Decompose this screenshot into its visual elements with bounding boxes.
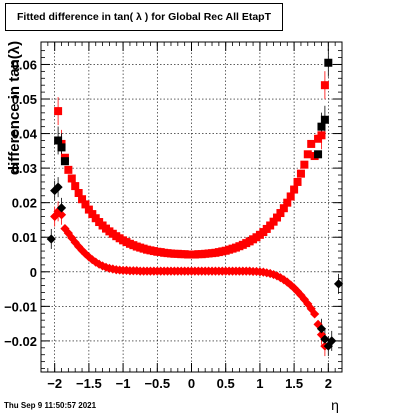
square-point (71, 182, 80, 191)
square-point (320, 115, 329, 124)
square-point (317, 122, 326, 131)
square-point (269, 217, 278, 226)
diamond-point (56, 210, 67, 220)
diamond-point (46, 234, 56, 244)
square-point (296, 169, 305, 178)
diamond-point (327, 336, 337, 346)
square-point (64, 165, 73, 174)
diamond-point (316, 330, 327, 340)
square-point (283, 198, 292, 207)
x-tick-label: 1.5 (285, 376, 303, 391)
axis-ticks (40, 42, 343, 372)
diamond-point (320, 334, 330, 344)
square-point (293, 177, 302, 186)
square-point (314, 150, 323, 159)
y-tick-label: 0 (30, 265, 37, 280)
square-point (88, 210, 97, 219)
diamond-point (282, 277, 292, 287)
x-tick-label: 0 (188, 376, 195, 391)
y-axis-label: difference in tan(λ) (6, 41, 23, 175)
square-point (300, 160, 309, 169)
square-point (54, 107, 63, 116)
y-tick-label: 0.02 (12, 196, 37, 211)
diamond-point (268, 269, 279, 280)
timestamp: Thu Sep 9 11:50:57 2021 (4, 401, 97, 410)
square-point (279, 204, 288, 213)
chart-title: Fitted difference in tan( λ ) for Global… (5, 3, 283, 31)
diamond-point (56, 203, 67, 213)
diamond-point (74, 241, 84, 252)
square-point (54, 136, 63, 145)
square-point (317, 131, 326, 140)
x-axis-label: η (331, 397, 339, 413)
x-tick-label: −1 (116, 376, 131, 391)
y-tick-label: −0.02 (4, 334, 37, 349)
y-tick-label: 0.05 (12, 92, 37, 107)
diamond-point (77, 245, 87, 255)
y-tick-label: 0.03 (12, 161, 37, 176)
square-point (60, 157, 69, 166)
x-tick-label: −2 (47, 376, 62, 391)
square-point (303, 150, 312, 159)
diamond-point (91, 257, 101, 267)
square-point (276, 209, 285, 218)
square-point (78, 195, 87, 204)
diamond-point (53, 182, 63, 192)
diamond-point (272, 271, 282, 281)
diamond-point (289, 283, 299, 293)
diamond-point (316, 324, 327, 334)
square-point (84, 205, 93, 214)
square-point (81, 200, 90, 209)
x-tick-label: 1 (256, 376, 263, 391)
x-tick-label: 0.5 (217, 376, 235, 391)
square-point (286, 192, 295, 201)
square-point (67, 174, 76, 183)
tick-labels: −2 −1.5 −1 −0.5 0 0.5 1 1.5 2 −0.02 −0.01 0 0.01 0.02… (4, 57, 332, 391)
diamond-point (292, 286, 303, 297)
data-points (46, 58, 344, 351)
y-tick-label: 0.04 (12, 127, 38, 142)
square-point (290, 185, 299, 194)
x-tick-label: 2 (325, 376, 332, 391)
diamond-point (333, 279, 344, 289)
square-point (320, 81, 329, 90)
square-point (273, 213, 282, 222)
y-tick-label: 0.01 (12, 230, 37, 245)
diamond-point (80, 249, 91, 259)
square-point (307, 139, 316, 148)
square-point (74, 189, 83, 198)
y-tick-label: −0.01 (4, 299, 37, 314)
square-point (324, 58, 333, 67)
x-tick-label: −1.5 (76, 376, 102, 391)
y-tick-label: 0.06 (12, 57, 37, 72)
diamond-point (310, 309, 320, 319)
x-tick-label: −0.5 (144, 376, 170, 391)
diamond-point (97, 261, 108, 271)
square-point (57, 143, 66, 152)
